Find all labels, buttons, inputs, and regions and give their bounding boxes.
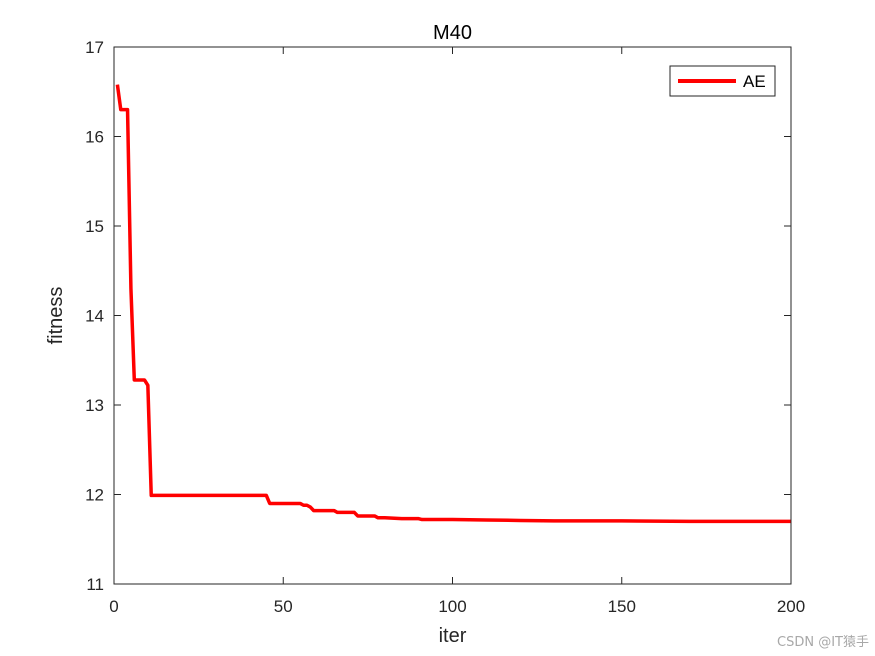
axis-ticks: 0 50 100 150 200 11 12 13 14 15 16 17 [85,38,805,616]
y-tick-label: 14 [85,307,104,326]
y-tick-label: 12 [85,486,104,505]
y-tick-label: 15 [85,217,104,236]
y-axis-title: fitness [45,287,67,345]
series-layer [115,84,791,524]
y-tick-label: 13 [85,396,104,415]
series-line [115,84,791,524]
watermark: CSDN @IT猿手 [777,635,869,650]
x-tick-label: 200 [777,597,805,616]
x-tick-label: 0 [109,597,118,616]
axes-box [113,46,792,585]
x-tick-label: 150 [608,597,636,616]
plot-area [114,47,791,584]
y-tick-label: 17 [85,38,104,57]
legend: AE [669,65,776,97]
x-tick-label: 100 [438,597,466,616]
x-tick-label: 50 [274,597,293,616]
x-axis-title: iter [439,625,467,647]
legend-label: AE [743,72,766,91]
y-tick-label: 16 [85,128,104,147]
y-tick-label: 11 [86,575,104,594]
chart-title: M40 [433,22,472,44]
